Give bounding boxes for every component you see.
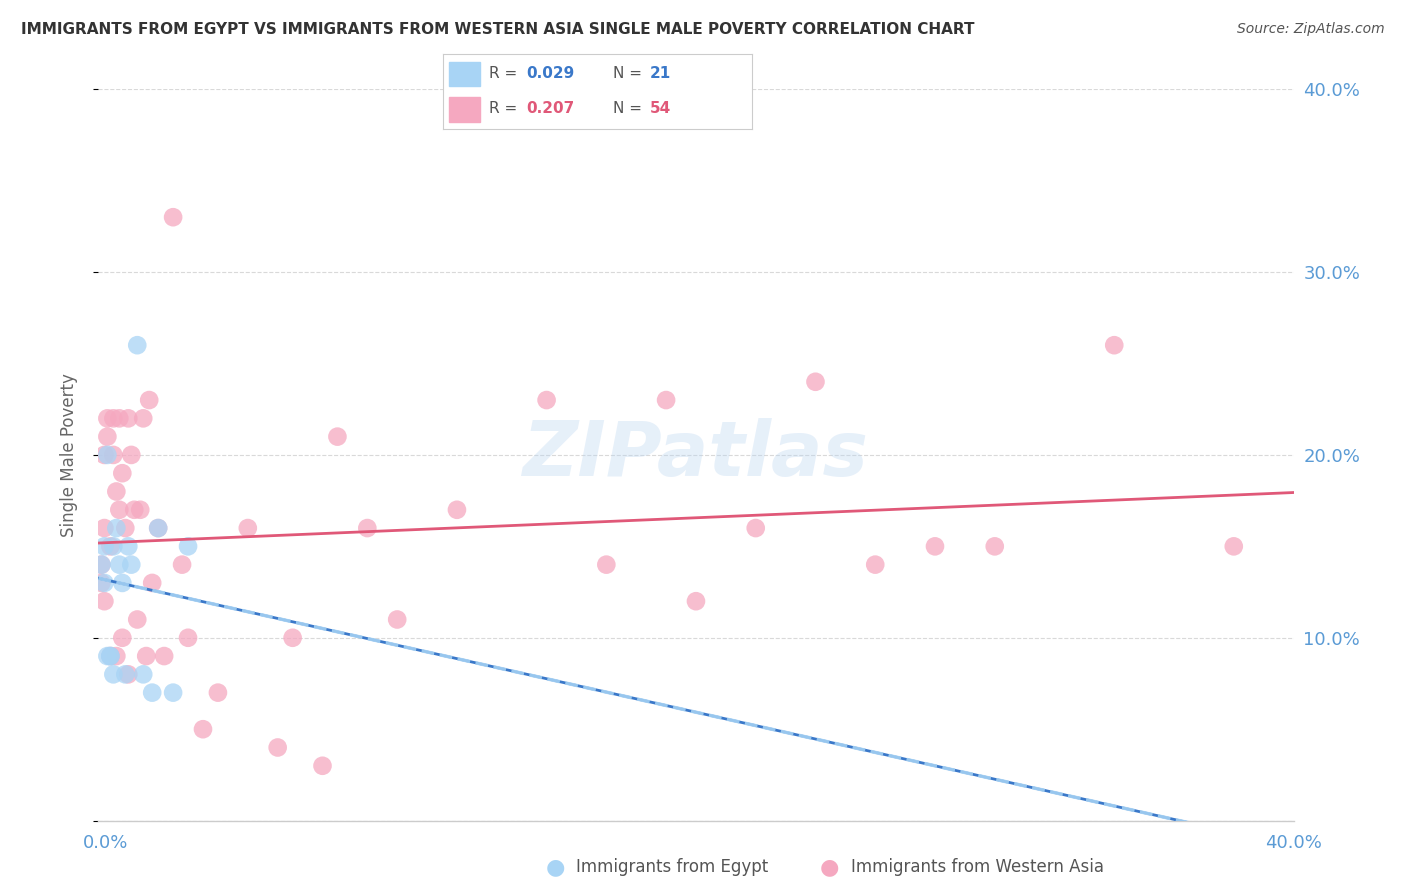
Point: [90, 558, 112, 572]
Point: [281, 631, 304, 645]
Point: [135, 649, 157, 664]
Text: Immigrants from Western Asia: Immigrants from Western Asia: [851, 858, 1104, 876]
Bar: [449, 62, 479, 87]
Point: [924, 539, 946, 553]
Point: [90, 576, 112, 591]
Point: [111, 466, 134, 480]
Point: [124, 503, 146, 517]
Text: 40.0%: 40.0%: [1265, 834, 1322, 852]
Text: N =: N =: [613, 102, 647, 116]
Point: [595, 558, 617, 572]
Point: [98, 649, 122, 664]
Point: [655, 392, 678, 407]
Point: [105, 521, 128, 535]
Point: [105, 649, 128, 664]
Bar: [449, 97, 479, 122]
Point: [172, 558, 194, 572]
Point: [103, 448, 125, 462]
Point: [162, 210, 184, 224]
Point: [385, 613, 409, 627]
Point: [98, 649, 122, 664]
Point: [1104, 338, 1126, 352]
Point: [685, 594, 707, 608]
Point: [117, 667, 139, 681]
Point: [207, 686, 229, 700]
Point: [90, 558, 112, 572]
Text: 54: 54: [650, 102, 672, 116]
Point: [96, 448, 118, 462]
Point: [536, 392, 558, 407]
Point: [114, 667, 136, 681]
Text: ZIPatlas: ZIPatlas: [523, 418, 869, 491]
Point: [138, 392, 160, 407]
Point: [108, 503, 131, 517]
Text: 0.0%: 0.0%: [83, 834, 128, 852]
Y-axis label: Single Male Poverty: Single Male Poverty: [59, 373, 77, 537]
Point: [117, 539, 139, 553]
Point: [105, 484, 128, 499]
Point: [96, 430, 118, 444]
Point: [865, 558, 887, 572]
Point: [745, 521, 768, 535]
Point: [127, 613, 149, 627]
Point: [111, 576, 134, 591]
Text: Immigrants from Egypt: Immigrants from Egypt: [576, 858, 769, 876]
Point: [127, 338, 149, 352]
Text: 21: 21: [650, 67, 672, 81]
Text: ●: ●: [546, 857, 565, 877]
Point: [162, 686, 184, 700]
Point: [191, 723, 214, 737]
Text: 0.207: 0.207: [526, 102, 575, 116]
Point: [326, 430, 349, 444]
Point: [114, 521, 136, 535]
Point: [98, 539, 122, 553]
Point: [804, 375, 827, 389]
Point: [153, 649, 176, 664]
Point: [177, 631, 200, 645]
Point: [236, 521, 259, 535]
Point: [103, 411, 125, 425]
Point: [356, 521, 378, 535]
Point: [108, 558, 131, 572]
Point: [148, 521, 170, 535]
Text: R =: R =: [489, 102, 523, 116]
Point: [96, 649, 118, 664]
Point: [93, 576, 115, 591]
Point: [132, 411, 155, 425]
Point: [93, 539, 115, 553]
Point: [93, 448, 115, 462]
Point: [177, 539, 200, 553]
Point: [148, 521, 170, 535]
Point: [1223, 539, 1246, 553]
Point: [120, 558, 142, 572]
Point: [111, 631, 134, 645]
Point: [108, 411, 131, 425]
Point: [446, 503, 468, 517]
Point: [984, 539, 1007, 553]
Text: ●: ●: [820, 857, 839, 877]
Text: IMMIGRANTS FROM EGYPT VS IMMIGRANTS FROM WESTERN ASIA SINGLE MALE POVERTY CORREL: IMMIGRANTS FROM EGYPT VS IMMIGRANTS FROM…: [21, 22, 974, 37]
Point: [267, 740, 290, 755]
Point: [93, 521, 115, 535]
Point: [120, 448, 142, 462]
Point: [141, 686, 163, 700]
Point: [93, 594, 115, 608]
Text: R =: R =: [489, 67, 523, 81]
Point: [103, 539, 125, 553]
Point: [132, 667, 155, 681]
Point: [129, 503, 152, 517]
Point: [311, 758, 333, 772]
Text: 0.029: 0.029: [526, 67, 575, 81]
Text: N =: N =: [613, 67, 647, 81]
Point: [98, 649, 122, 664]
Point: [103, 667, 125, 681]
Text: Source: ZipAtlas.com: Source: ZipAtlas.com: [1237, 22, 1385, 37]
Point: [141, 576, 163, 591]
Point: [96, 411, 118, 425]
Point: [117, 411, 139, 425]
